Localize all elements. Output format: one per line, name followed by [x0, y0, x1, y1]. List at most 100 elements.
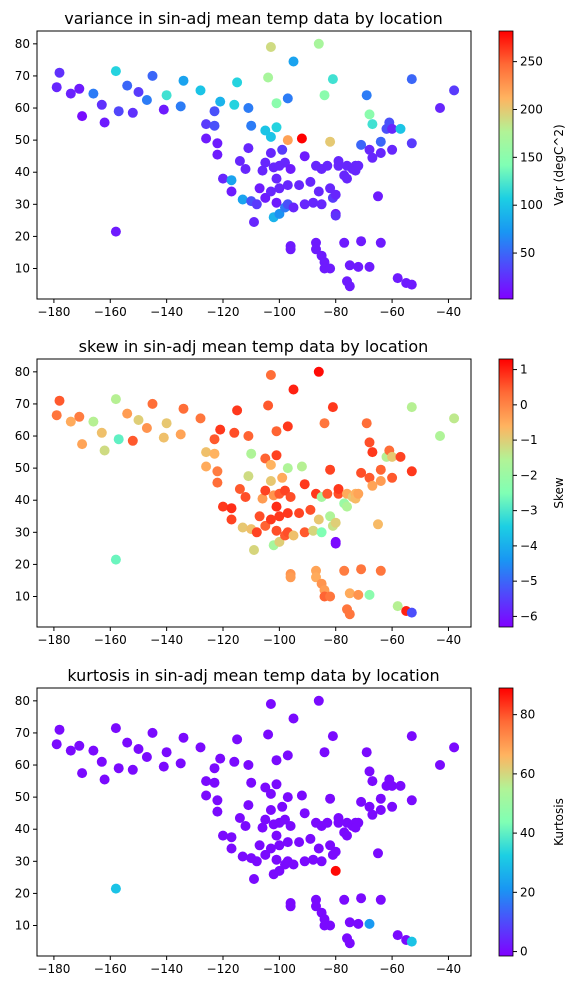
scatter-point — [271, 501, 282, 512]
scatter-point — [406, 936, 417, 947]
scatter-point — [361, 90, 372, 101]
scatter-point — [325, 263, 336, 274]
scatter-point — [387, 472, 398, 483]
scatter-point — [96, 99, 107, 110]
scatter-point — [175, 429, 186, 440]
x-tick-label: −60 — [379, 305, 404, 319]
scatter-point — [344, 281, 355, 292]
scatter-point — [65, 416, 76, 427]
scatter-point — [249, 217, 259, 227]
scatter-point — [77, 439, 88, 450]
scatter-point — [246, 777, 257, 788]
scatter-point — [74, 411, 85, 422]
scatter-point — [99, 117, 110, 128]
scatter-point — [344, 609, 355, 620]
scatter-point — [356, 796, 367, 807]
scatter-point — [353, 488, 364, 499]
scatter-point — [226, 503, 237, 514]
scatter-point — [127, 107, 138, 118]
colorbar-tick-label: 40 — [520, 826, 535, 840]
scatter-point — [274, 511, 285, 522]
y-axis-ticks: 10 20 30 40 50 60 70 80 — [15, 694, 37, 933]
scatter-point — [387, 123, 398, 134]
x-tick-label: −180 — [37, 962, 70, 976]
y-tick-label: 20 — [15, 557, 30, 571]
scatter-point — [254, 840, 265, 851]
scatter-point — [395, 780, 406, 791]
scatter-point — [113, 106, 124, 117]
y-axis-ticks: 10 20 30 40 50 60 70 80 — [15, 37, 37, 276]
colorbar-tick-label: 1 — [520, 363, 528, 377]
scatter-point — [215, 424, 226, 435]
scatter-point — [65, 745, 76, 756]
scatter-point — [285, 901, 296, 912]
scatter-point — [435, 760, 445, 770]
y-tick-label: 40 — [15, 493, 30, 507]
scatter-point — [375, 148, 386, 158]
colorbar-tick-label: 0 — [520, 945, 528, 959]
scatter-point — [161, 90, 172, 101]
scatter-point — [226, 175, 237, 186]
scatter-point — [375, 805, 386, 815]
scatter-point — [122, 737, 133, 748]
scatter-point — [271, 173, 282, 184]
x-tick-label: −60 — [379, 633, 404, 647]
colorbar-tick-label: 60 — [520, 767, 535, 781]
scatter-point — [288, 713, 299, 724]
scatter-point — [110, 883, 121, 894]
scatter-point — [392, 273, 403, 284]
scatter-point — [51, 82, 62, 93]
x-axis-ticks: −180 −160 −140 −120 −100 −80 −60 −40 — [37, 627, 461, 647]
scatter-point — [209, 763, 220, 774]
scatter-point — [271, 98, 282, 109]
scatter-point — [344, 938, 355, 949]
scatter-point — [265, 148, 276, 158]
scatter-point — [299, 808, 310, 819]
scatter-point — [282, 421, 293, 432]
scatter-point — [313, 695, 324, 706]
scatter-point — [375, 793, 386, 804]
scatter-point — [353, 160, 364, 171]
scatter-point — [285, 244, 296, 255]
scatter-point — [260, 814, 271, 825]
scatter-point — [277, 801, 288, 812]
scatter-point — [251, 856, 262, 867]
x-tick-label: −60 — [379, 962, 404, 976]
scatter-point — [237, 194, 248, 205]
scatter-point — [229, 756, 240, 767]
colorbar-tick-label: 0 — [520, 398, 528, 412]
scatter-point — [147, 398, 158, 409]
scatter-point — [251, 527, 262, 538]
scatter-point — [342, 501, 352, 512]
scatter-point — [271, 830, 282, 841]
scatter-point — [141, 752, 152, 762]
scatter-point — [313, 186, 324, 197]
scatter-point — [330, 538, 341, 549]
scatter-point — [271, 426, 282, 437]
scatter-point — [367, 447, 378, 458]
scatter-point — [243, 103, 254, 113]
scatter-point — [387, 451, 398, 462]
scatter-point — [265, 459, 276, 470]
scatter-point — [361, 418, 372, 429]
scatter-point — [375, 237, 386, 248]
colorbar-tick-label: 80 — [520, 708, 535, 722]
scatter-point — [263, 729, 274, 740]
scatter-point — [364, 472, 375, 483]
scatter-point — [257, 822, 268, 833]
scatter-point — [392, 601, 403, 612]
scatter-point — [435, 431, 445, 441]
scatter-point — [209, 120, 220, 131]
scatter-point — [274, 840, 285, 851]
scatter-point — [257, 493, 268, 504]
scatter-point — [373, 848, 383, 859]
scatter-point — [226, 514, 237, 525]
scatter-point — [316, 527, 327, 538]
scatter-point — [226, 843, 237, 854]
scatter-point — [110, 554, 121, 565]
scatter-point — [364, 109, 375, 120]
scatter-point — [237, 522, 248, 533]
scatter-point — [218, 830, 228, 841]
y-tick-label: 10 — [15, 919, 30, 933]
scatter-point — [110, 723, 121, 734]
